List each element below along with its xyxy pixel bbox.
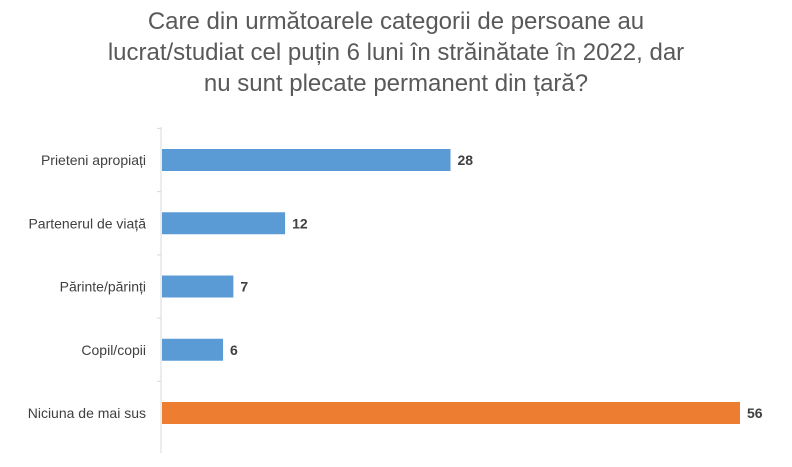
category-label: Partenerul de viață [28, 215, 146, 231]
data-label: 28 [458, 152, 474, 168]
category-label: Prieteni apropiați [41, 152, 146, 168]
data-label: 12 [292, 215, 308, 231]
bar [162, 275, 234, 298]
chart-title-line-3: nu sunt plecate permanent din țară? [203, 70, 589, 97]
bar [162, 402, 740, 424]
category-label: Copil/copii [81, 342, 146, 358]
category-label: Niciuna de mai sus [28, 405, 146, 421]
category-label: Părinte/părinți [60, 279, 146, 295]
chart-title-line-2: lucrat/studiat cel puțin 6 luni în străi… [107, 39, 685, 66]
bar [162, 338, 224, 361]
bar [162, 212, 286, 235]
chart-title: Care din următoarele categorii de persoa… [0, 6, 792, 99]
data-label: 7 [240, 279, 248, 295]
chart-title-line-1: Care din următoarele categorii de persoa… [147, 8, 645, 35]
bar [162, 149, 451, 171]
data-label: 56 [747, 405, 763, 421]
data-label: 6 [230, 342, 238, 358]
